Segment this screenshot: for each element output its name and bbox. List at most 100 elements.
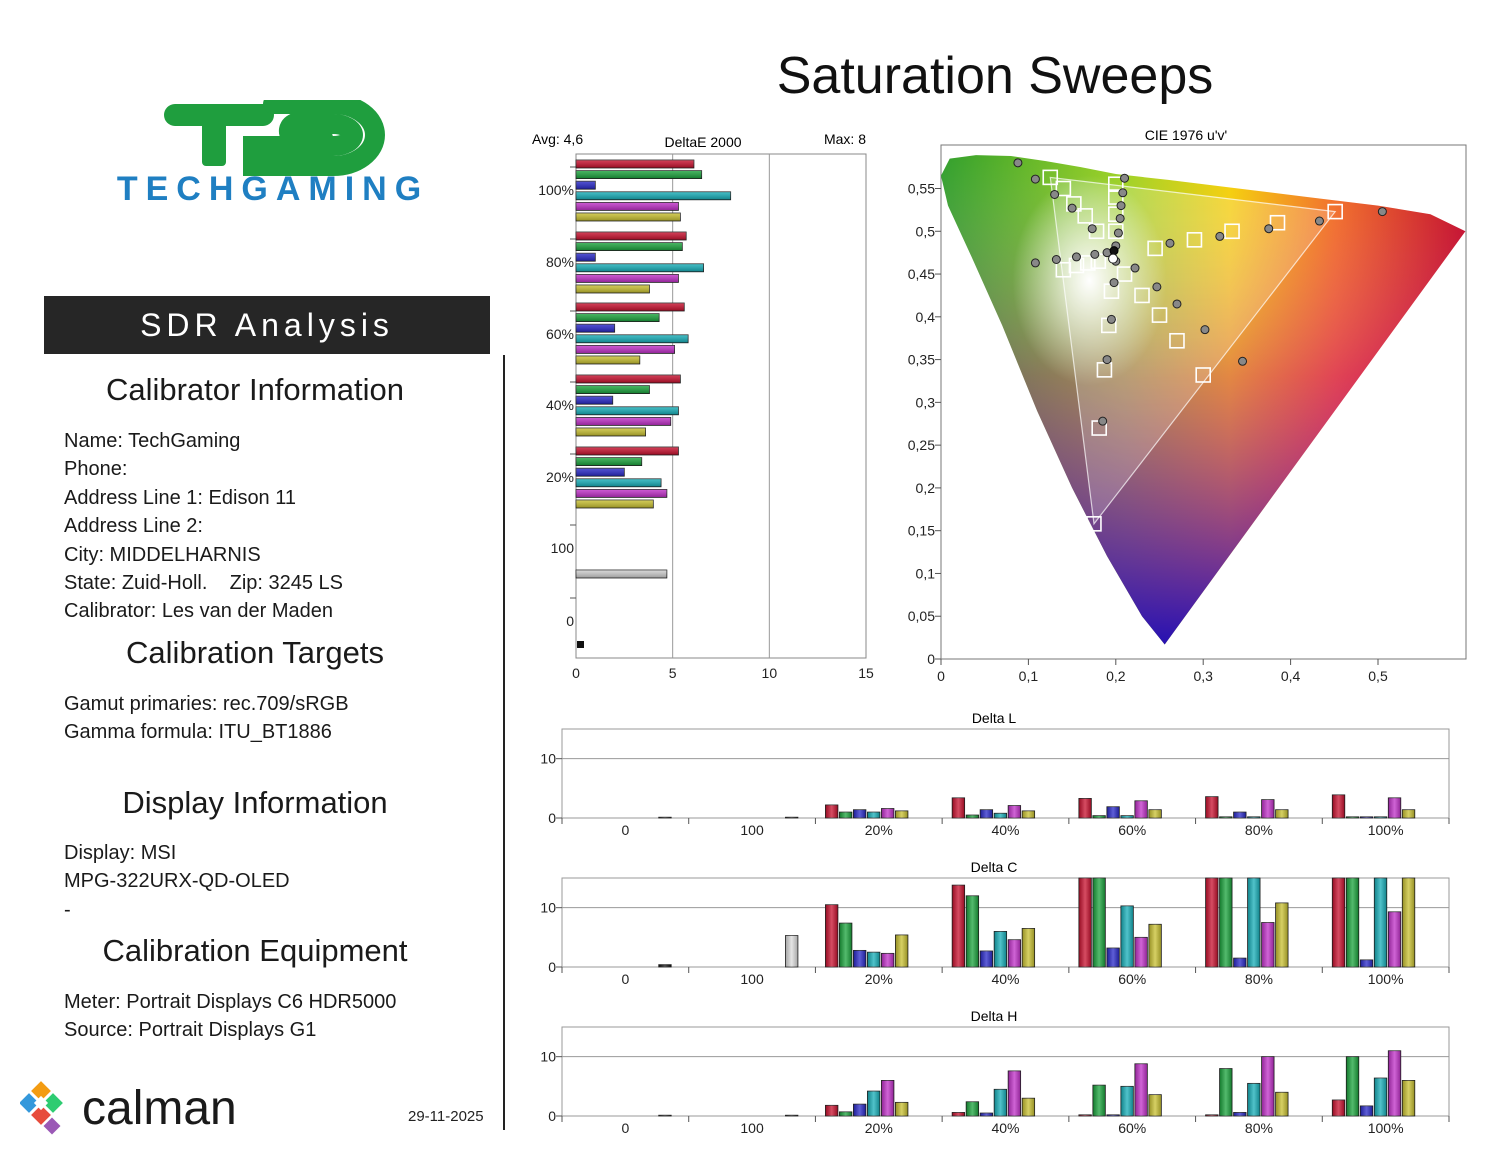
delta-bar-shade xyxy=(1078,878,1092,967)
cie-measured-point xyxy=(1113,228,1123,238)
delta-bar-shade xyxy=(1219,816,1233,818)
display-heading: Display Information xyxy=(122,785,388,820)
cie-target-square xyxy=(1080,255,1096,271)
delta-y-tick-label: 0 xyxy=(548,1108,556,1124)
cie-y-tick-label: 0,3 xyxy=(916,394,936,410)
techgaming-wordmark: TECHGAMING xyxy=(117,170,429,208)
deltae-title: DeltaE 2000 xyxy=(664,134,741,150)
cie-y-tick-label: 0,2 xyxy=(916,480,936,496)
cie-target-square xyxy=(1224,223,1240,240)
cie-y-tick-label: 0,55 xyxy=(908,181,935,197)
calibrator-line: City: MIDDELHARNIS xyxy=(64,543,261,566)
sdr-analysis-banner: SDR Analysis xyxy=(44,296,490,354)
cie-measured-point xyxy=(1172,299,1182,309)
deltae-bar-shade xyxy=(576,478,662,487)
cie-measured-point xyxy=(1120,173,1130,183)
calman-logo: calman xyxy=(20,1081,237,1135)
delta-bar-shade xyxy=(1275,902,1289,967)
delta-c-title: Delta C xyxy=(971,859,1018,875)
delta-x-tick-label: 60% xyxy=(1118,1120,1146,1136)
delta-y-tick-label: 10 xyxy=(540,1049,556,1065)
delta-bar-shade xyxy=(1247,878,1261,967)
cie-measured-point xyxy=(1377,207,1387,217)
delta-x-tick-label: 40% xyxy=(991,971,1019,987)
delta-bar-shade xyxy=(1402,878,1415,967)
cie-measured-point xyxy=(1013,158,1023,168)
delta-bar-shade xyxy=(994,1089,1007,1116)
delta-bar-shade xyxy=(1374,1078,1387,1116)
delta-bar-shade xyxy=(1120,1086,1134,1116)
cie-target-square xyxy=(1116,266,1133,282)
cie-white-target xyxy=(1108,253,1119,264)
calibrator-line: Address Line 2: xyxy=(64,515,203,538)
delta-x-tick-label: 0 xyxy=(621,1120,629,1136)
cie-target-square xyxy=(1055,261,1072,278)
calibrator-line: Address Line 1: Edison 11 xyxy=(64,486,297,509)
deltae-plot-area xyxy=(575,153,867,659)
delta-bar-shade xyxy=(1148,1094,1162,1116)
deltae-category-label: 0 xyxy=(566,613,574,629)
deltae-x-tick: 10 xyxy=(762,665,778,681)
cie-axes: 0 0,1 0,2 0,3 0,4 0,5 0 0,05 0,1 0,15 0,2 0,25 0,3 0,… xyxy=(908,181,1388,685)
delta-bar-shade xyxy=(1120,905,1134,967)
delta-h-title: Delta H xyxy=(971,1008,1018,1024)
deltae-labels: 0 5 10 15 100% 80% 60% 40% 20% 100 0 xyxy=(538,182,874,681)
delta-bar-shade xyxy=(853,1104,866,1116)
cie-target-square xyxy=(1186,232,1203,248)
display-line: Display: MSI xyxy=(64,842,177,864)
deltae-x-tick: 15 xyxy=(858,665,874,681)
delta-bar-shade xyxy=(1275,1092,1289,1116)
delta-bar-shade xyxy=(785,817,798,818)
delta-bar-shade xyxy=(1360,959,1373,967)
delta-bar-shade xyxy=(881,808,894,818)
delta-bar-shade xyxy=(1332,794,1345,818)
cie-measured-point xyxy=(1116,201,1126,211)
delta-bar-shade xyxy=(839,1111,852,1116)
delta-bar-shade xyxy=(895,810,908,818)
cie-y-tick-label: 0,4 xyxy=(916,309,936,325)
delta-bar-shade xyxy=(1332,878,1345,967)
panel-divider xyxy=(503,355,505,1130)
equipment-heading: Calibration Equipment xyxy=(102,933,408,968)
calibrator-line: Name: TechGaming xyxy=(64,430,241,452)
cie-target-square xyxy=(1134,287,1150,304)
deltae-2000-chart: Avg: 4,6 DeltaE 2000 Max: 8 0 5 10 15 100% 80… xyxy=(532,131,874,681)
cie-measured-point xyxy=(1071,252,1081,262)
cie-target-square xyxy=(1327,203,1343,220)
delta-bar-shade xyxy=(839,923,852,967)
delta-bar-shade xyxy=(1205,1114,1219,1116)
cie-measured-point xyxy=(1200,325,1210,335)
delta-bar-shade xyxy=(1388,797,1401,818)
deltae-bar-shade xyxy=(576,334,689,343)
deltae-bar-shade xyxy=(576,406,679,415)
delta-bar-shade xyxy=(1233,812,1247,818)
left-panel: TECHGAMING SDR Analysis Calibrator Infor… xyxy=(0,0,505,1159)
cie-measured-point xyxy=(1165,238,1175,248)
deltae-bar-shade xyxy=(576,170,702,179)
deltae-bar-shade xyxy=(576,181,596,190)
cie-x-tick-label: 0,3 xyxy=(1193,668,1213,684)
delta-bar-shade xyxy=(1360,1105,1373,1116)
delta-bar-shade xyxy=(1106,948,1120,967)
cie-measured-point xyxy=(1030,174,1040,184)
delta-bar-shade xyxy=(853,809,866,818)
delta-bar-shade xyxy=(1247,1083,1261,1116)
display-info: Display: MSI MPG-322URX-QD-OLED - xyxy=(64,839,290,924)
cie-y-tick-label: 0,5 xyxy=(916,223,936,239)
delta-bar-shade xyxy=(839,812,852,818)
cie-measured-point xyxy=(1106,314,1116,324)
delta-bar-shade xyxy=(658,964,672,967)
delta-bar-shade xyxy=(867,812,880,818)
delta-bar-shade xyxy=(1205,796,1219,818)
delta-x-tick-label: 100 xyxy=(740,1120,764,1136)
delta-bar-shade xyxy=(966,895,979,967)
delta-y-tick-label: 0 xyxy=(548,959,556,975)
calibrator-heading: Calibrator Information xyxy=(105,372,405,407)
delta-bar-shade xyxy=(1022,1098,1035,1116)
delta-bar-shade xyxy=(1374,816,1387,818)
deltae-bar-shade xyxy=(576,396,613,405)
delta-x-tick-label: 0 xyxy=(621,822,629,838)
delta-bar-shade xyxy=(1092,878,1106,967)
delta-bar-shade xyxy=(1247,816,1261,818)
